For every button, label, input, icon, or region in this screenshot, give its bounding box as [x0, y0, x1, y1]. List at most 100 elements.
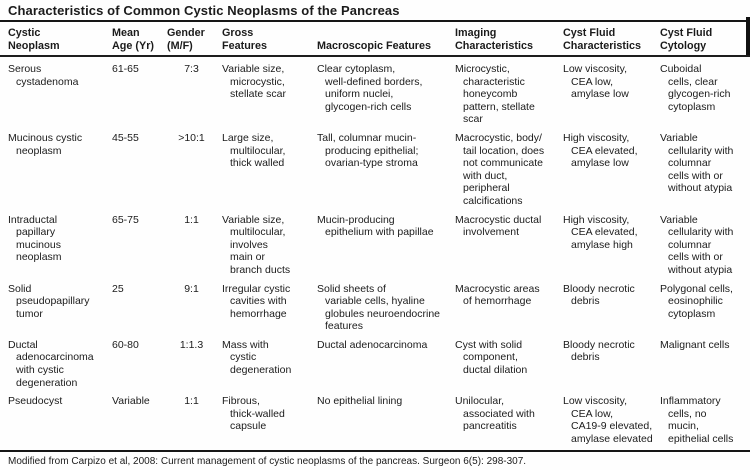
- cell-cyst-fluid: Low viscosity, CEA low, CA19-9 elevated,…: [563, 389, 660, 449]
- cell-text: 1:1: [184, 395, 199, 408]
- cell-text: No epithelial lining: [317, 395, 403, 408]
- table-row: Serous cystadenoma 61-65 7:3 Variable si…: [0, 56, 750, 126]
- cell-text: Variable size, microcystic, stellate sca…: [222, 63, 287, 101]
- footer-divider-rule: [0, 449, 750, 452]
- cell-text: Malignant cells: [660, 338, 730, 351]
- cell-text: Inflammatory cells, no mucin, epithelial…: [660, 395, 734, 446]
- cell-text: Solid sheets of variable cells, hyaline …: [317, 282, 441, 333]
- cell-mean-age: 45-55: [112, 126, 167, 208]
- cell-text: 60-80: [112, 338, 139, 351]
- cell-imaging: Macrocystic, body/ tail location, does n…: [455, 126, 563, 208]
- cell-text: Cyst with solid component, ductal dilati…: [455, 338, 528, 377]
- cell-neoplasm: Mucinous cystic neoplasm: [0, 126, 112, 208]
- cell-gross-features: Variable size, microcystic, stellate sca…: [222, 56, 317, 126]
- cell-macroscopic-features: No epithelial lining: [317, 389, 455, 449]
- cell-text: >10:1: [178, 131, 205, 144]
- cell-text: 61-65: [112, 63, 139, 75]
- cell-cyst-fluid: Low viscosity, CEA low, amylase low: [563, 56, 660, 126]
- cell-text: Bloody necrotic debris: [563, 282, 635, 308]
- table-body: Serous cystadenoma 61-65 7:3 Variable si…: [0, 56, 750, 450]
- cell-mean-age: 60-80: [112, 333, 167, 389]
- cell-macroscopic-features: Tall, columnar mucin- producing epitheli…: [317, 126, 455, 208]
- cell-imaging: Unilocular, associated with pancreatitis: [455, 389, 563, 449]
- cell-text: Polygonal cells, eosinophilic cytoplasm: [660, 282, 733, 320]
- cell-text: Pseudocyst: [8, 395, 63, 408]
- cell-gender: 1:1: [167, 389, 222, 449]
- cell-neoplasm: Ductal adenocarcinoma with cystic degene…: [0, 333, 112, 389]
- title-divider-rule: [0, 20, 750, 22]
- cystic-neoplasms-table: Cystic Neoplasm Mean Age (Yr) Gender (M/…: [0, 22, 750, 450]
- cell-mean-age: 25: [112, 277, 167, 333]
- cell-text: Mucin-producing epithelium with papillae: [317, 213, 434, 239]
- column-header-cystic-neoplasm: Cystic Neoplasm: [0, 22, 112, 57]
- cell-text: Fibrous, thick-walled capsule: [222, 395, 285, 433]
- cell-neoplasm: Pseudocyst: [0, 389, 112, 449]
- cell-text: Ductal adenocarcinoma with cystic degene…: [8, 338, 94, 389]
- cell-macroscopic-features: Mucin-producing epithelium with papillae: [317, 208, 455, 277]
- cell-text: Variable size, multilocular, involves ma…: [222, 213, 291, 276]
- table-row: Mucinous cystic neoplasm 45-55 >10:1 Lar…: [0, 126, 750, 208]
- cell-imaging: Microcystic, characteristic honeycomb pa…: [455, 56, 563, 126]
- cell-cytology: Variable cellularity with columnar cells…: [660, 208, 750, 277]
- cell-text: Mass with cystic degeneration: [222, 338, 292, 377]
- cell-gross-features: Large size, multilocular, thick walled: [222, 126, 317, 208]
- cell-text: Macrocystic, body/ tail location, does n…: [455, 131, 545, 207]
- cell-imaging: Macrocystic areas of hemorrhage: [455, 277, 563, 333]
- cell-text: Ductal adenocarcinoma: [317, 338, 428, 351]
- cell-text: Cuboidal cells, clear glycogen-rich cyto…: [660, 63, 731, 113]
- cell-cyst-fluid: High viscosity, CEA elevated, amylase hi…: [563, 208, 660, 277]
- header-row: Cystic Neoplasm Mean Age (Yr) Gender (M/…: [0, 22, 750, 57]
- cell-text: Macrocystic ductal involvement: [455, 213, 542, 239]
- table-header: Cystic Neoplasm Mean Age (Yr) Gender (M/…: [0, 22, 750, 57]
- cell-cytology: Malignant cells: [660, 333, 750, 389]
- cell-text: High viscosity, CEA elevated, amylase hi…: [563, 213, 638, 251]
- cell-macroscopic-features: Solid sheets of variable cells, hyaline …: [317, 277, 455, 333]
- cell-gender: 1:1: [167, 208, 222, 277]
- cell-text: Tall, columnar mucin- producing epitheli…: [317, 131, 419, 170]
- cell-text: Variable cellularity with columnar cells…: [660, 213, 734, 276]
- cell-cytology: Variable cellularity with columnar cells…: [660, 126, 750, 208]
- cell-gross-features: Irregular cystic cavities with hemorrhag…: [222, 277, 317, 333]
- cell-text: Macrocystic areas of hemorrhage: [455, 282, 540, 308]
- cell-cyst-fluid: Bloody necrotic debris: [563, 277, 660, 333]
- cell-cytology: Polygonal cells, eosinophilic cytoplasm: [660, 277, 750, 333]
- column-header-imaging-characteristics: Imaging Characteristics: [455, 22, 563, 57]
- table-title: Characteristics of Common Cystic Neoplas…: [8, 3, 400, 18]
- column-header-cyst-fluid-characteristics: Cyst Fluid Characteristics: [563, 22, 660, 57]
- table-row: Intraductal papillary mucinous neoplasm …: [0, 208, 750, 277]
- cell-text: 25: [112, 282, 124, 295]
- column-header-macroscopic-features: Macroscopic Features: [317, 22, 455, 57]
- cell-gender: 7:3: [167, 56, 222, 126]
- cell-text: 7:3: [184, 63, 199, 75]
- column-header-gross-features: Gross Features: [222, 22, 317, 57]
- cell-text: Variable: [112, 395, 150, 408]
- cell-text: 1:1.3: [179, 338, 204, 351]
- cell-text: Mucinous cystic neoplasm: [8, 131, 83, 157]
- cell-mean-age: 61-65: [112, 56, 167, 126]
- cell-macroscopic-features: Clear cytoplasm, well-defined borders, u…: [317, 56, 455, 126]
- cell-text: Large size, multilocular, thick walled: [222, 131, 286, 170]
- cell-text: Bloody necrotic debris: [563, 338, 635, 364]
- cell-neoplasm: Solid pseudopapillary tumor: [0, 277, 112, 333]
- cell-macroscopic-features: Ductal adenocarcinoma: [317, 333, 455, 389]
- cell-neoplasm: Intraductal papillary mucinous neoplasm: [0, 208, 112, 277]
- cell-text: 65-75: [112, 213, 139, 226]
- cell-gender: 9:1: [167, 277, 222, 333]
- cell-cytology: Inflammatory cells, no mucin, epithelial…: [660, 389, 750, 449]
- header-right-edge-mark: [746, 17, 750, 55]
- cell-text: Clear cytoplasm, well-defined borders, u…: [317, 63, 423, 113]
- cell-text: Variable cellularity with columnar cells…: [660, 131, 734, 195]
- cell-cyst-fluid: Bloody necrotic debris: [563, 333, 660, 389]
- cell-gross-features: Variable size, multilocular, involves ma…: [222, 208, 317, 277]
- cell-gender: >10:1: [167, 126, 222, 208]
- cell-text: 9:1: [184, 282, 199, 295]
- table-row: Solid pseudopapillary tumor 25 9:1 Irreg…: [0, 277, 750, 333]
- cell-mean-age: 65-75: [112, 208, 167, 277]
- cell-text: High viscosity, CEA elevated, amylase lo…: [563, 131, 638, 170]
- cell-text: 45-55: [112, 131, 139, 144]
- cell-text: Unilocular, associated with pancreatitis: [455, 395, 535, 433]
- cell-text: Solid pseudopapillary tumor: [8, 282, 90, 320]
- cell-gross-features: Fibrous, thick-walled capsule: [222, 389, 317, 449]
- source-citation: Modified from Carpizo et al, 2008: Curre…: [8, 455, 527, 467]
